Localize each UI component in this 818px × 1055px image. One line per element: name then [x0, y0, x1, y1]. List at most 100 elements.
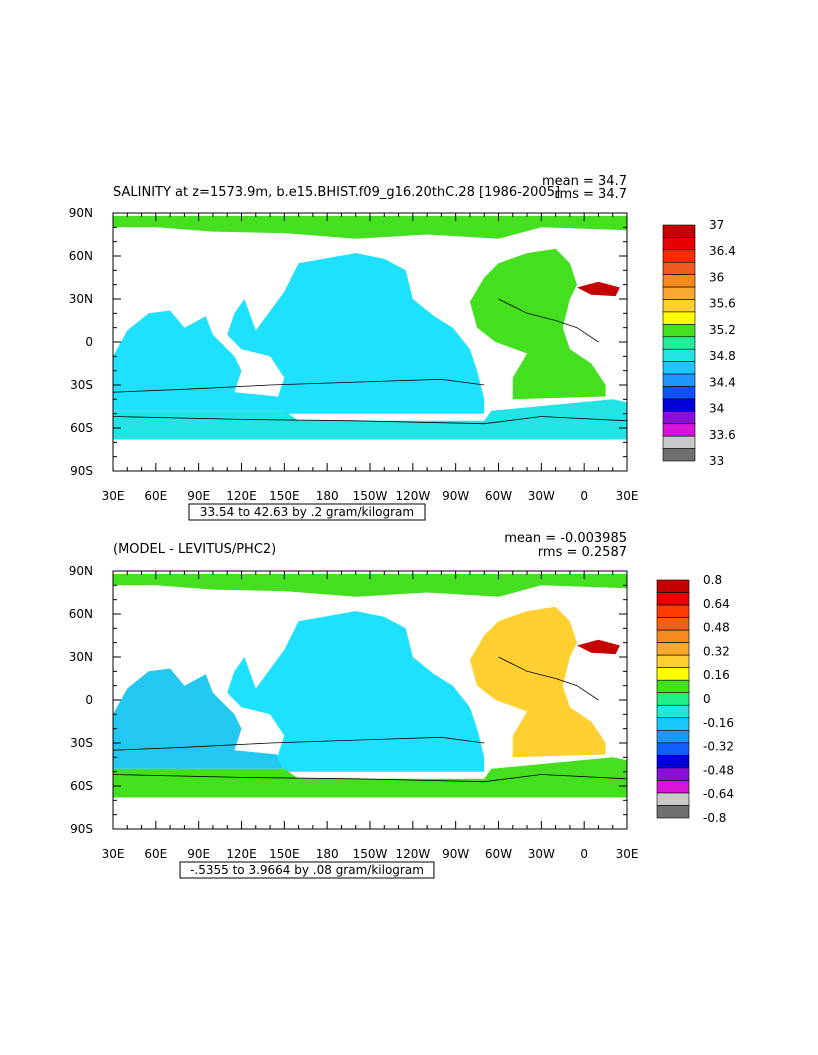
- colorbar-swatch: [662, 286, 696, 300]
- colorbar-label: 0.16: [703, 668, 730, 682]
- colorbar-label: 34.4: [709, 375, 736, 389]
- x-tick-label: 150E: [269, 489, 300, 503]
- x-tick-label: 90E: [187, 489, 210, 503]
- colorbar-label: 0: [703, 692, 711, 706]
- ocean-arctic: [113, 215, 627, 239]
- x-tick-label: 30W: [528, 489, 555, 503]
- colorbar-label: 36.4: [709, 244, 736, 258]
- x-tick-label: 150W: [353, 847, 388, 861]
- x-tick-label: 60E: [144, 489, 167, 503]
- colorbar-swatch: [662, 249, 696, 263]
- map-panel-2: [112, 570, 690, 879]
- contour-line: [498, 298, 599, 343]
- ocean-indian: [113, 310, 285, 411]
- x-tick-label: 30E: [102, 489, 125, 503]
- colorbar-label: 34.8: [709, 349, 736, 363]
- colorbar-label: -0.48: [703, 763, 734, 777]
- colorbar-swatch: [656, 654, 690, 668]
- colorbar-label: 37: [709, 218, 724, 232]
- colorbar-swatch: [656, 805, 690, 819]
- colorbar-swatch: [662, 299, 696, 313]
- x-tick-label: 90W: [442, 489, 469, 503]
- ocean-atlantic: [469, 606, 606, 758]
- y-tick-label: 30N: [69, 650, 93, 664]
- x-tick-label: 120E: [226, 489, 257, 503]
- panel-title: SALINITY at z=1573.9m, b.e15.BHIST.f09_g…: [113, 185, 560, 200]
- colorbar-swatch: [656, 592, 690, 606]
- ocean-indian: [113, 668, 285, 769]
- colorbar-label: 35.6: [709, 297, 736, 311]
- colorbar-label: 0.64: [703, 597, 730, 611]
- colorbar-swatch: [662, 423, 696, 437]
- colorbar-swatch: [656, 717, 690, 731]
- x-tick-label: 60W: [485, 489, 512, 503]
- x-tick-label: 0: [580, 489, 588, 503]
- x-tick-label: 30E: [616, 847, 639, 861]
- ocean-pacific: [227, 611, 485, 772]
- rms-label: rms = 34.7: [554, 187, 627, 202]
- colorbar-label: -0.32: [703, 740, 734, 754]
- y-tick-label: 90S: [70, 464, 93, 478]
- x-tick-label: 30W: [528, 847, 555, 861]
- colorbar-swatch: [656, 780, 690, 794]
- colorbar-swatch: [656, 767, 690, 781]
- colorbar-label: -0.64: [703, 787, 734, 801]
- x-tick-label: 120W: [395, 847, 430, 861]
- y-tick-label: 0: [85, 693, 93, 707]
- colorbar-swatch: [656, 742, 690, 756]
- x-tick-label: 120E: [226, 847, 257, 861]
- colorbar-swatch: [656, 629, 690, 643]
- colorbar-label: 36: [709, 270, 724, 284]
- colorbar-label: 33.6: [709, 428, 736, 442]
- x-tick-label: 30E: [616, 489, 639, 503]
- y-tick-label: 0: [85, 335, 93, 349]
- x-tick-label: 90E: [187, 847, 210, 861]
- colorbar-swatch: [662, 311, 696, 325]
- y-tick-label: 30S: [70, 378, 93, 392]
- colorbar-swatch: [662, 237, 696, 251]
- colorbar-label: -0.8: [703, 811, 726, 825]
- ocean-southern: [113, 399, 627, 440]
- colorbar-swatch: [662, 361, 696, 375]
- y-tick-label: 60S: [70, 779, 93, 793]
- y-tick-label: 60S: [70, 421, 93, 435]
- colorbar-swatch: [662, 386, 696, 400]
- colorbar-swatch: [656, 617, 690, 631]
- contour-line: [112, 736, 485, 751]
- y-tick-label: 30S: [70, 736, 93, 750]
- colorbar-swatch: [662, 373, 696, 387]
- colorbar-swatch: [662, 448, 696, 462]
- colorbar-swatch: [662, 261, 696, 275]
- ocean-mediterranean: [577, 639, 620, 655]
- x-tick-label: 60W: [485, 847, 512, 861]
- colorbar-swatch: [662, 336, 696, 350]
- y-tick-label: 60N: [69, 249, 93, 263]
- colorbar-label: 33: [709, 454, 724, 468]
- x-tick-label: 150E: [269, 847, 300, 861]
- x-tick-label: 60E: [144, 847, 167, 861]
- colorbar-swatch: [656, 704, 690, 719]
- panel-title: (MODEL - LEVITUS/PHC2): [113, 542, 276, 557]
- x-tick-label: 0: [580, 847, 588, 861]
- colorbar-swatch: [656, 692, 690, 706]
- colorbar-swatch: [662, 411, 696, 425]
- contour-line: [112, 378, 485, 393]
- colorbar-label: 34: [709, 402, 724, 416]
- ocean-mediterranean: [577, 281, 620, 297]
- colorbar-swatch: [662, 224, 696, 238]
- x-tick-label: 180: [316, 847, 339, 861]
- colorbar-swatch: [656, 792, 690, 806]
- rms-label: rms = 0.2587: [538, 545, 627, 560]
- mean-label: mean = -0.003985: [504, 531, 627, 546]
- colorbar-swatch: [656, 667, 690, 681]
- y-tick-label: 90N: [69, 206, 93, 220]
- x-tick-label: 180: [316, 489, 339, 503]
- colorbar-swatch: [656, 679, 690, 694]
- colorbar-swatch: [662, 435, 696, 449]
- ocean-arctic: [113, 573, 627, 597]
- colorbar-swatch: [656, 579, 690, 593]
- colorbar-swatch: [662, 274, 696, 288]
- colorbar-swatch: [662, 324, 696, 338]
- colorbar-swatch: [656, 604, 690, 618]
